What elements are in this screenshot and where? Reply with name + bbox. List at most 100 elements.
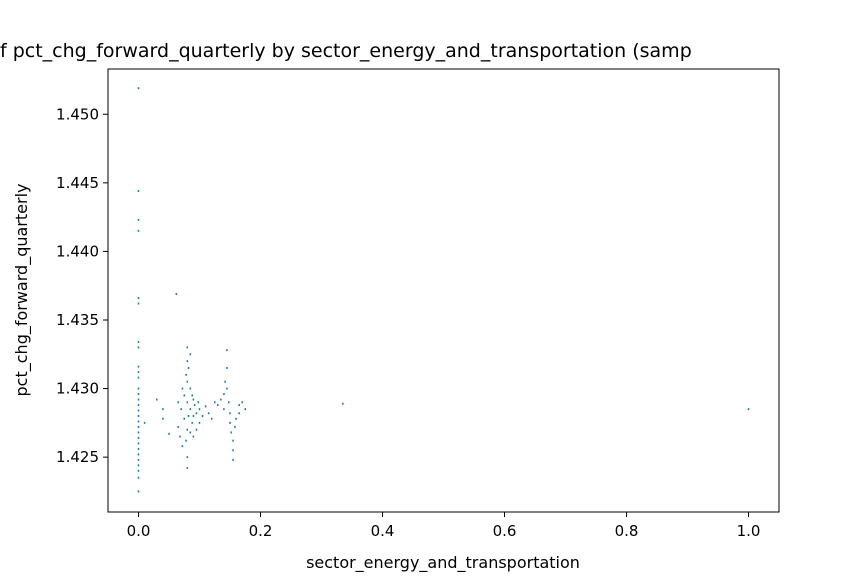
y-axis-ticks: 1.425 1.430 1.435 1.440 1.445 1.450 bbox=[56, 105, 108, 466]
data-point bbox=[186, 346, 189, 349]
data-point bbox=[189, 408, 192, 411]
data-point bbox=[137, 442, 140, 445]
y-tick-label: 1.440 bbox=[56, 242, 99, 260]
data-point bbox=[238, 404, 240, 407]
x-tick-label: 0.8 bbox=[615, 522, 639, 540]
data-point bbox=[137, 229, 140, 232]
data-point bbox=[137, 414, 140, 417]
data-point bbox=[183, 417, 185, 420]
y-tick-label: 1.450 bbox=[56, 105, 99, 123]
data-point bbox=[198, 408, 201, 411]
data-point bbox=[232, 458, 234, 461]
data-point bbox=[244, 408, 246, 411]
data-points bbox=[137, 87, 750, 493]
data-point bbox=[223, 408, 225, 411]
data-point bbox=[185, 373, 187, 376]
data-point bbox=[137, 340, 140, 343]
data-point bbox=[198, 421, 201, 424]
data-point bbox=[186, 456, 189, 459]
data-point bbox=[186, 401, 189, 404]
data-point bbox=[192, 414, 195, 417]
x-axis-label: sector_energy_and_transportation bbox=[306, 553, 580, 573]
data-point bbox=[207, 412, 210, 415]
data-point bbox=[177, 401, 179, 404]
data-point bbox=[137, 458, 140, 461]
data-point bbox=[137, 398, 140, 401]
data-point bbox=[229, 412, 231, 415]
data-point bbox=[137, 453, 140, 456]
data-point bbox=[210, 417, 213, 420]
data-point bbox=[137, 469, 140, 472]
data-point bbox=[137, 404, 140, 407]
data-point bbox=[189, 431, 192, 434]
data-point bbox=[137, 87, 140, 90]
y-axis-label: pct_chg_forward_quarterly bbox=[12, 184, 32, 397]
x-axis-ticks: 0.0 0.2 0.4 0.6 0.8 1.0 bbox=[127, 512, 760, 540]
data-point bbox=[217, 404, 219, 407]
data-point bbox=[137, 420, 140, 423]
data-point bbox=[185, 439, 187, 442]
x-tick-label: 0.6 bbox=[493, 522, 517, 540]
data-point bbox=[137, 393, 140, 396]
y-tick-label: 1.425 bbox=[56, 448, 99, 466]
data-point bbox=[195, 428, 198, 431]
data-point bbox=[220, 398, 222, 401]
data-point bbox=[232, 449, 234, 452]
data-point bbox=[137, 425, 140, 428]
data-point bbox=[175, 292, 178, 295]
data-point bbox=[137, 490, 140, 493]
data-point bbox=[226, 349, 228, 352]
data-point bbox=[228, 401, 230, 404]
data-point bbox=[226, 366, 228, 369]
data-point bbox=[187, 414, 190, 417]
data-point bbox=[747, 408, 750, 411]
data-point bbox=[183, 394, 185, 397]
data-point bbox=[177, 425, 179, 428]
data-point bbox=[238, 412, 240, 415]
plot-area-frame bbox=[107, 68, 780, 513]
data-point bbox=[224, 380, 226, 383]
data-point bbox=[241, 401, 243, 404]
data-point bbox=[181, 445, 184, 448]
data-point bbox=[229, 421, 231, 424]
data-point bbox=[137, 218, 140, 221]
data-point bbox=[186, 360, 189, 363]
x-tick-label: 0.0 bbox=[127, 522, 151, 540]
data-point bbox=[192, 398, 195, 401]
data-point bbox=[189, 353, 192, 356]
data-point bbox=[181, 387, 184, 390]
data-point bbox=[137, 409, 140, 412]
data-point bbox=[223, 393, 225, 396]
x-tick-label: 0.4 bbox=[371, 522, 395, 540]
data-point bbox=[137, 436, 140, 439]
data-point bbox=[162, 408, 164, 411]
data-point bbox=[186, 467, 189, 470]
y-tick-label: 1.435 bbox=[56, 311, 99, 329]
data-point bbox=[156, 398, 158, 401]
data-point bbox=[230, 431, 232, 434]
data-point bbox=[137, 346, 140, 349]
data-point bbox=[137, 476, 140, 479]
data-point bbox=[186, 380, 189, 383]
data-point bbox=[137, 371, 140, 374]
data-point bbox=[137, 431, 140, 434]
data-point bbox=[137, 447, 140, 450]
data-point bbox=[197, 401, 200, 404]
data-point bbox=[192, 435, 195, 438]
data-point bbox=[180, 408, 182, 411]
data-point bbox=[214, 401, 216, 404]
data-point bbox=[342, 402, 344, 405]
y-tick-label: 1.445 bbox=[56, 174, 99, 192]
data-point bbox=[226, 387, 228, 390]
y-tick-label: 1.430 bbox=[56, 380, 99, 398]
data-point bbox=[235, 417, 237, 420]
data-point bbox=[201, 414, 204, 417]
data-point bbox=[193, 404, 196, 407]
data-point bbox=[191, 394, 193, 397]
data-point bbox=[189, 387, 192, 390]
data-point bbox=[204, 405, 207, 408]
data-point bbox=[137, 365, 140, 368]
data-point bbox=[143, 421, 146, 424]
data-point bbox=[168, 432, 170, 435]
